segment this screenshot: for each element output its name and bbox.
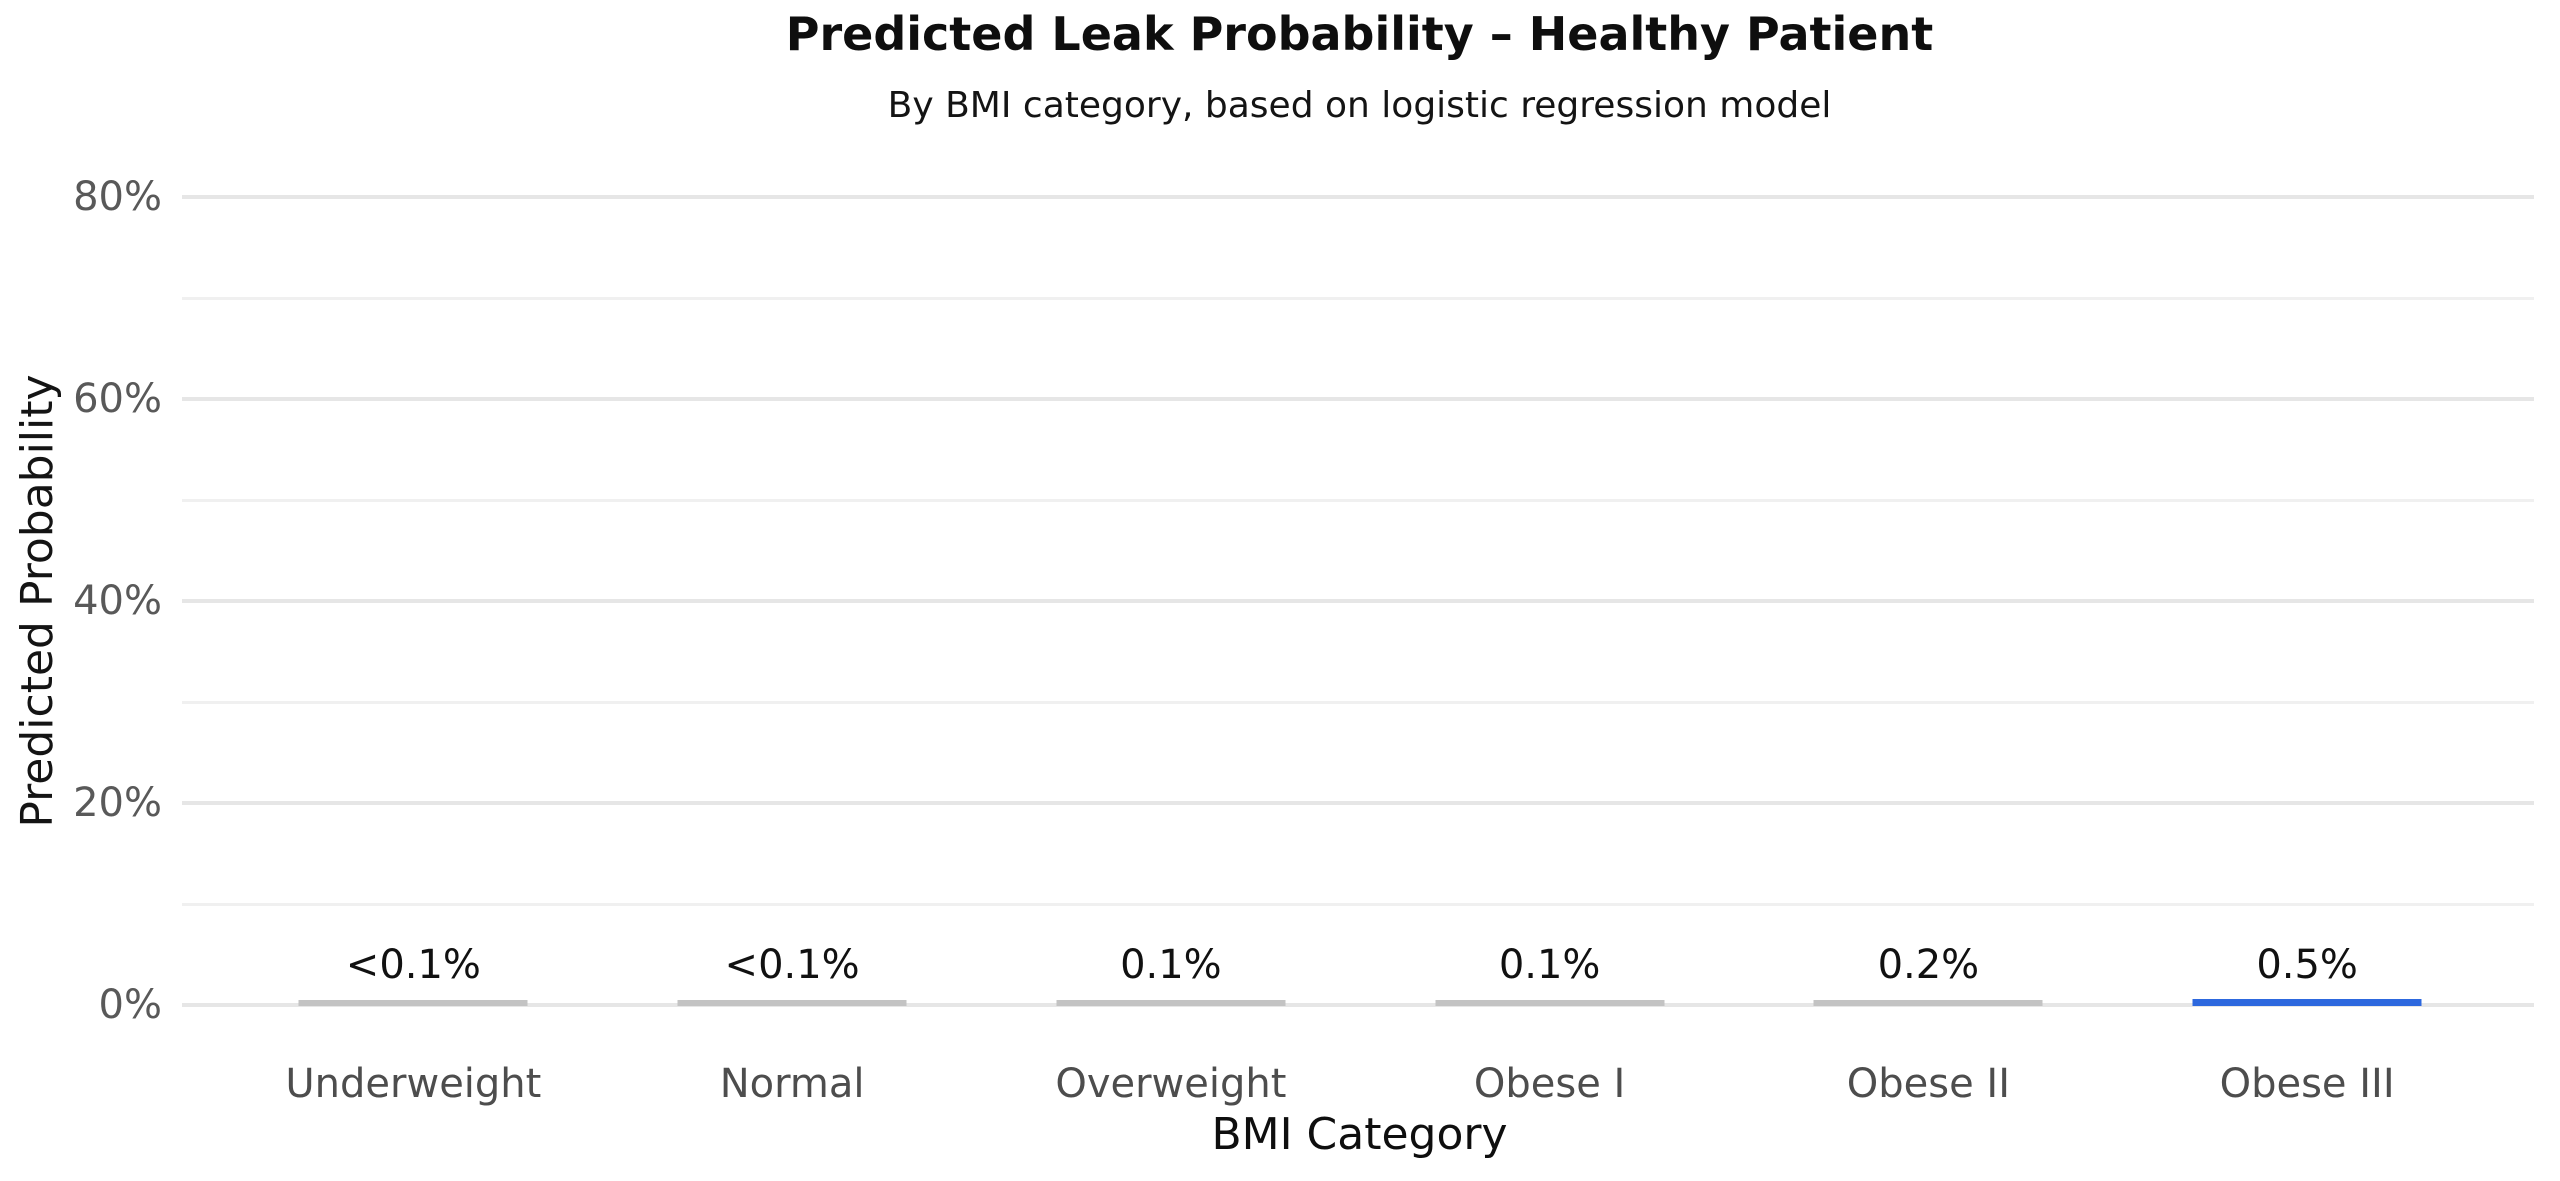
y-tick-label: 60% [73,376,162,422]
bar [2192,999,2422,1006]
bar [677,1000,907,1006]
gridline-major [182,801,2534,805]
bar-value-label: 0.1% [1498,942,1601,988]
chart-title: Predicted Leak Probability – Healthy Pat… [785,7,1934,61]
bar-slot: <0.1% [224,197,603,1006]
bar-slot: 0.1% [982,197,1361,1006]
bar-slot: 0.5% [2118,197,2497,1006]
x-tick-label: Overweight [1055,1061,1287,1107]
gridline-minor [182,499,2534,502]
bar-value-label: <0.1% [724,942,860,988]
gridline-minor [182,903,2534,906]
x-tick-label: Obese I [1473,1061,1626,1107]
x-tick-label: Underweight [285,1061,542,1107]
y-tick-label: 20% [73,780,162,826]
gridline-major [182,599,2534,603]
bar-value-label: 0.5% [2256,942,2358,988]
bar [298,1000,528,1006]
y-tick-label: 80% [73,174,162,220]
gridline-minor [182,297,2534,300]
chart-subtitle: By BMI category, based on logistic regre… [887,85,1832,126]
y-tick-label: 40% [73,578,162,624]
x-tick-label: Obese III [2219,1061,2395,1107]
bar [1813,1000,2043,1006]
x-axis-title: BMI Category [1211,1109,1508,1160]
gridline-major [182,397,2534,401]
bar-slot: <0.1% [603,197,982,1006]
bar-slot: 0.2% [1739,197,2118,1006]
gridline-major [182,195,2534,199]
bar [1056,1000,1286,1006]
bar-value-label: <0.1% [345,942,481,988]
bar-slot: 0.1% [1360,197,1739,1006]
gridline-major [182,1003,2534,1007]
bar-value-label: 0.1% [1120,942,1222,988]
x-tick-label: Obese II [1846,1061,2010,1107]
bar [1435,1000,1665,1006]
x-tick-label: Normal [719,1061,865,1107]
bar-value-label: 0.2% [1877,942,1980,988]
y-tick-label: 0% [98,982,162,1028]
gridline-minor [182,701,2534,704]
